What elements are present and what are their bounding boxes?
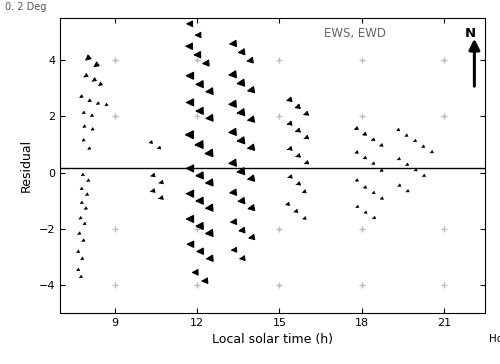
Text: EWS, EWD: EWS, EWD	[324, 27, 386, 40]
X-axis label: Local solar time (h): Local solar time (h)	[212, 333, 333, 347]
Text: Hours: Hours	[489, 334, 500, 344]
Text: 0. 2 Deg: 0. 2 Deg	[6, 2, 46, 12]
Y-axis label: Residual: Residual	[20, 139, 33, 192]
Text: N: N	[464, 27, 475, 40]
